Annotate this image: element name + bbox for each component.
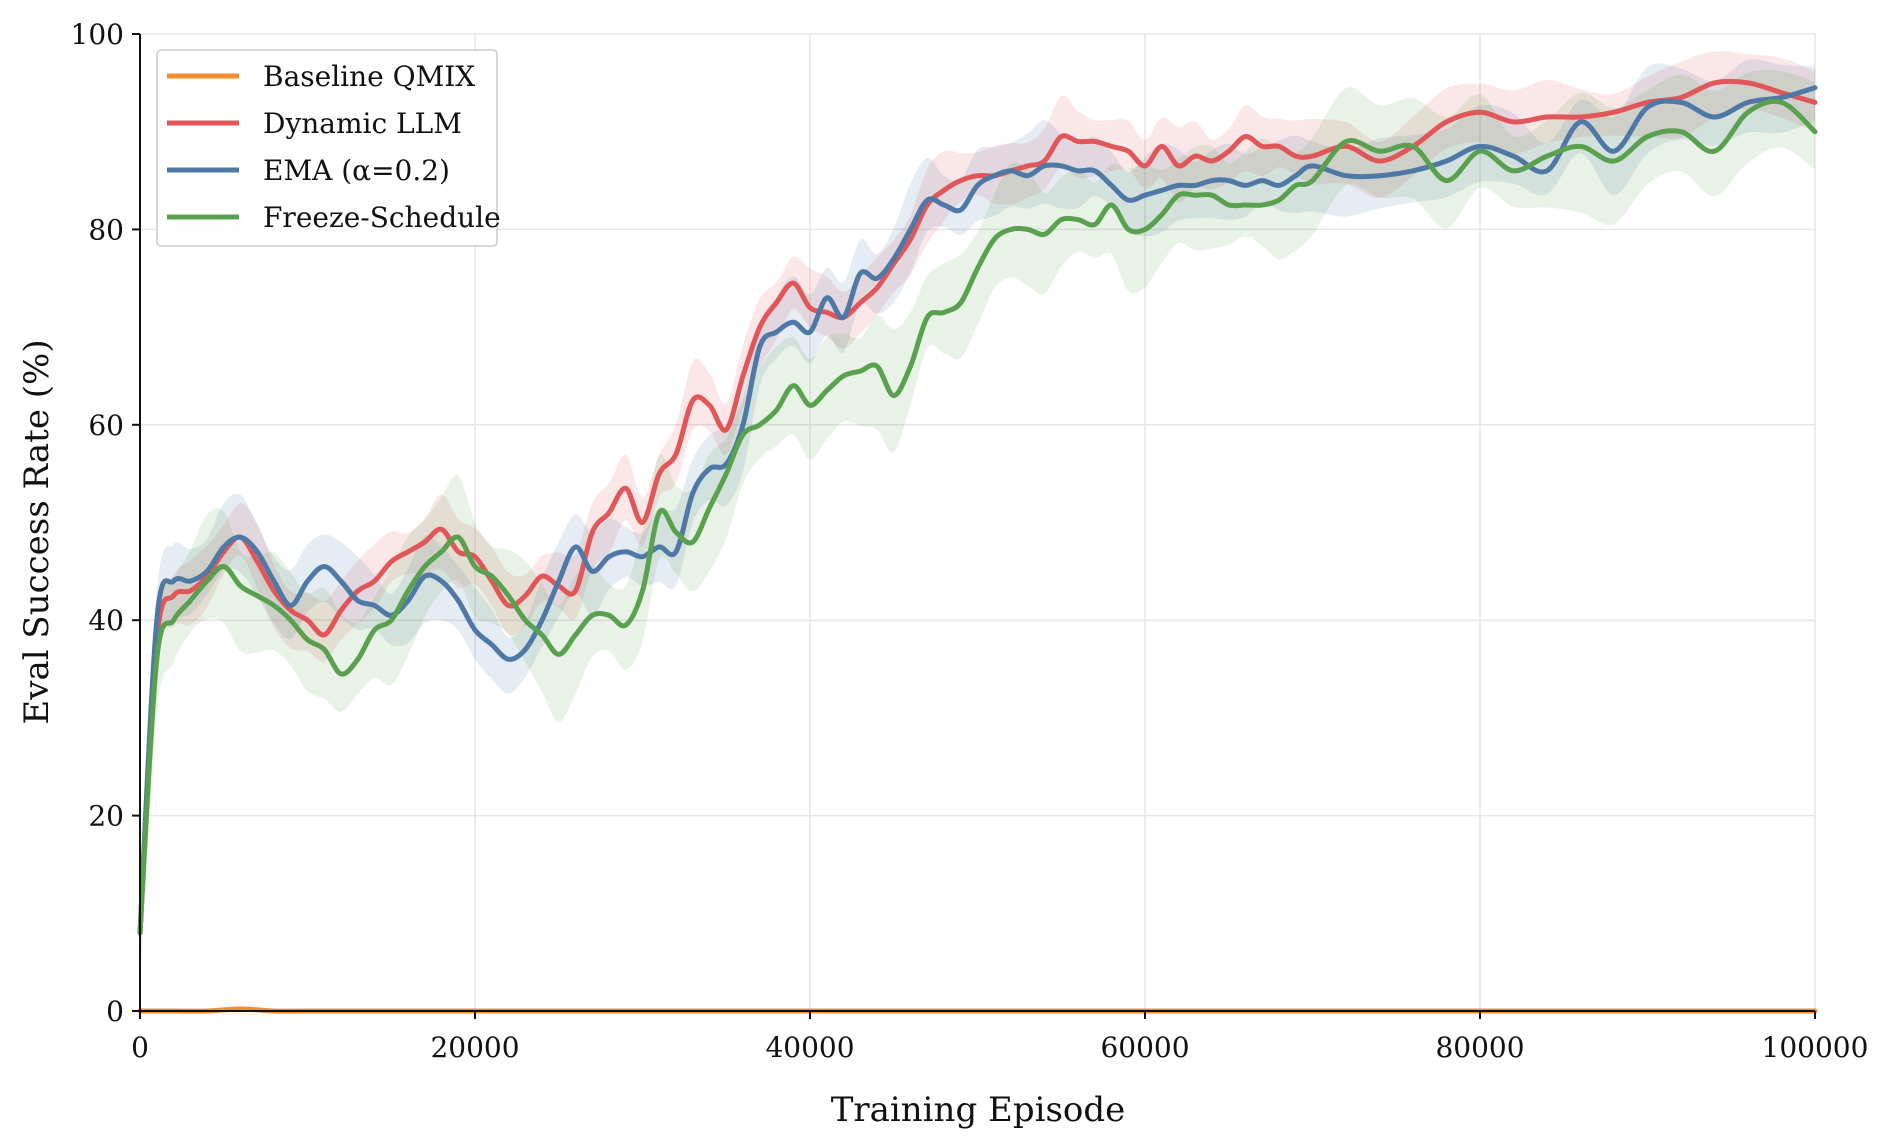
series-line: [137, 98, 1818, 936]
legend-label: Dynamic LLM: [263, 107, 462, 140]
x-tick-label: 20000: [430, 1031, 519, 1064]
x-tick-label: 100000: [1762, 1031, 1869, 1064]
y-tick-label: 20: [88, 800, 124, 833]
y-tick-label: 40: [88, 604, 124, 637]
x-axis-title: Training Episode: [831, 1090, 1126, 1130]
x-tick-label: 80000: [1435, 1031, 1524, 1064]
legend: Baseline QMIX Dynamic LLM EMA (α=0.2) Freez…: [156, 49, 501, 247]
legend-label: Baseline QMIX: [263, 60, 475, 93]
confidence-band: [140, 59, 1815, 966]
confidence-bands: [140, 50, 1815, 987]
tick-labels: 0 20000 40000 60000 80000 100000 0 20 40 60 80 100: [71, 18, 1869, 1064]
y-tick-label: 60: [88, 409, 124, 442]
axes: [132, 33, 1816, 1019]
y-axis-title: Eval Success Rate (%): [17, 339, 57, 724]
x-tick-label: 40000: [765, 1031, 854, 1064]
legend-box: [156, 49, 498, 247]
series-line: [137, 85, 1818, 936]
y-tick-label: 80: [88, 213, 124, 246]
y-tick-label: 100: [71, 18, 124, 51]
x-tick-label: 60000: [1100, 1031, 1189, 1064]
legend-label: Freeze-Schedule: [263, 201, 501, 234]
legend-label: EMA (α=0.2): [263, 154, 450, 187]
y-tick-label: 0: [106, 995, 124, 1028]
x-tick-label: 0: [131, 1031, 149, 1064]
confidence-band: [140, 69, 1815, 987]
